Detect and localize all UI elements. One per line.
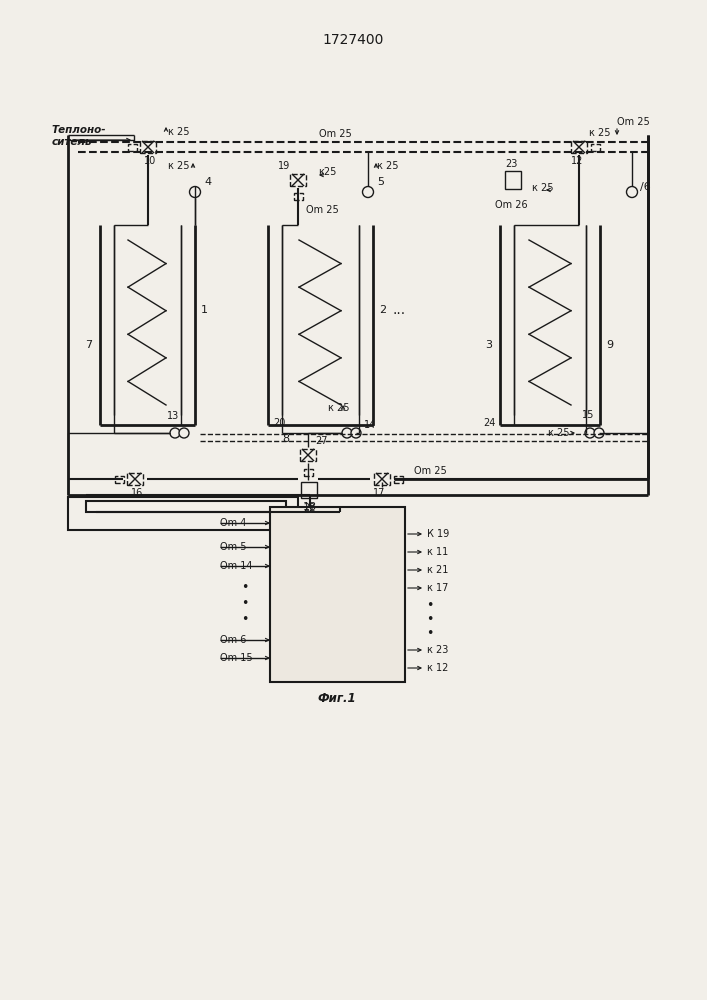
Text: к 25: к 25 xyxy=(328,403,350,413)
Bar xyxy=(291,174,305,186)
Circle shape xyxy=(189,186,201,198)
Text: ...: ... xyxy=(393,303,406,317)
Text: Теплоно-: Теплоно- xyxy=(52,125,107,135)
Circle shape xyxy=(585,428,595,438)
Text: ситель: ситель xyxy=(52,137,93,147)
Text: Оm 14: Оm 14 xyxy=(220,561,252,571)
Text: •: • xyxy=(241,613,249,626)
Text: к25: к25 xyxy=(318,167,337,177)
Text: к 23: к 23 xyxy=(427,645,448,655)
Text: 1: 1 xyxy=(201,305,208,315)
Text: Оm 25: Оm 25 xyxy=(306,205,339,215)
Text: 9: 9 xyxy=(606,340,613,350)
Text: к 17: к 17 xyxy=(427,583,448,593)
Circle shape xyxy=(594,428,604,438)
Bar xyxy=(127,143,136,150)
Bar xyxy=(374,473,390,485)
Text: 24: 24 xyxy=(484,418,496,428)
Text: 5: 5 xyxy=(377,177,384,187)
Text: •: • xyxy=(426,613,433,626)
Text: к 25: к 25 xyxy=(549,428,570,438)
Text: Оm 25: Оm 25 xyxy=(319,129,351,139)
Text: 23: 23 xyxy=(505,159,518,169)
Text: 7: 7 xyxy=(85,340,92,350)
Text: к 25: к 25 xyxy=(168,161,190,171)
Text: Оm 15: Оm 15 xyxy=(220,653,252,663)
Text: к 21: к 21 xyxy=(427,565,448,575)
Text: Оm 6: Оm 6 xyxy=(220,635,246,645)
Text: •: • xyxy=(426,628,433,641)
Text: 4: 4 xyxy=(204,177,211,187)
Text: 2: 2 xyxy=(379,305,386,315)
Bar xyxy=(127,473,143,485)
Text: 19: 19 xyxy=(278,161,290,171)
Text: 22: 22 xyxy=(303,503,315,513)
Text: 10: 10 xyxy=(144,156,156,166)
Bar xyxy=(571,141,587,153)
Text: 1727400: 1727400 xyxy=(322,33,384,47)
Bar xyxy=(293,192,303,200)
Text: 20: 20 xyxy=(274,418,286,428)
Text: Фиг.1: Фиг.1 xyxy=(317,692,356,704)
Bar xyxy=(140,141,156,153)
Text: Оm 25: Оm 25 xyxy=(617,117,650,127)
Text: •: • xyxy=(241,582,249,594)
Text: Оm 25: Оm 25 xyxy=(414,466,447,476)
Text: 8: 8 xyxy=(282,434,289,444)
Circle shape xyxy=(351,428,361,438)
Text: Оm 26: Оm 26 xyxy=(495,200,527,210)
Bar xyxy=(300,449,316,461)
Bar xyxy=(270,507,405,682)
Bar xyxy=(505,171,521,189)
Text: 12: 12 xyxy=(571,156,583,166)
Text: к 25: к 25 xyxy=(589,128,611,138)
Text: •: • xyxy=(426,599,433,612)
Text: •: • xyxy=(241,597,249,610)
Bar xyxy=(590,143,600,150)
Circle shape xyxy=(626,186,638,198)
Text: к 25: к 25 xyxy=(168,127,189,137)
Text: к 12: к 12 xyxy=(427,663,448,673)
Text: 16: 16 xyxy=(131,488,143,498)
Bar xyxy=(86,501,286,512)
Circle shape xyxy=(363,186,373,198)
Text: /6: /6 xyxy=(640,182,650,192)
Bar xyxy=(115,476,124,483)
Text: 27: 27 xyxy=(316,436,328,446)
Bar xyxy=(303,468,312,476)
Text: Оm 4: Оm 4 xyxy=(220,518,246,528)
Text: К 19: К 19 xyxy=(427,529,449,539)
Circle shape xyxy=(342,428,352,438)
Bar xyxy=(301,482,317,498)
Text: к 25: к 25 xyxy=(532,183,554,193)
Circle shape xyxy=(170,428,180,438)
Text: 15: 15 xyxy=(582,410,594,420)
Text: к 11: к 11 xyxy=(427,547,448,557)
Circle shape xyxy=(179,428,189,438)
Bar xyxy=(394,476,402,483)
Text: Оm 5: Оm 5 xyxy=(220,542,247,552)
Text: 13: 13 xyxy=(167,411,179,421)
Text: 14: 14 xyxy=(364,420,376,430)
Text: 18: 18 xyxy=(303,502,317,512)
Text: к 25: к 25 xyxy=(377,161,399,171)
Bar xyxy=(68,497,298,530)
Text: 17: 17 xyxy=(373,488,385,498)
Text: 3: 3 xyxy=(485,340,492,350)
